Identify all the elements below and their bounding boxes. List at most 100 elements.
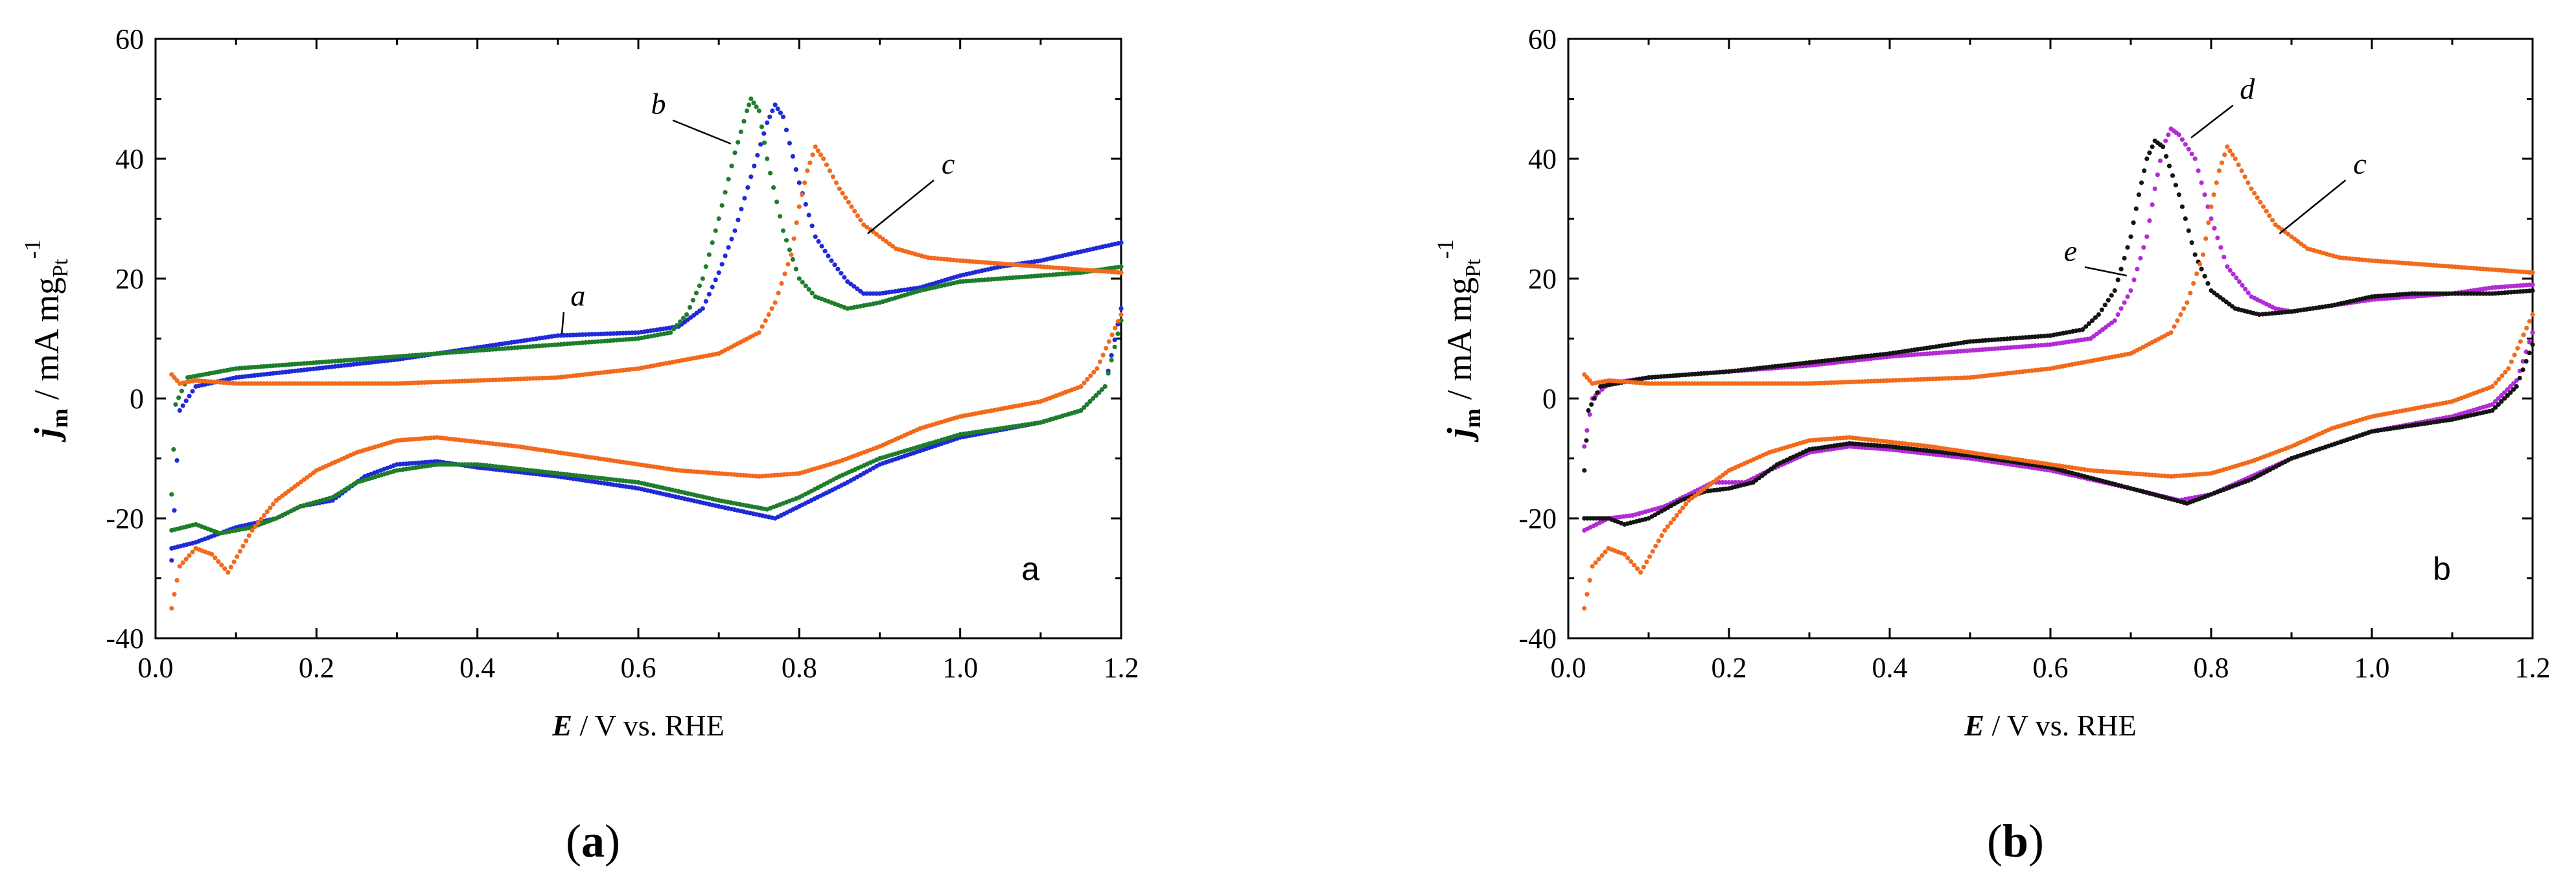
data-point: [751, 100, 756, 106]
data-point: [2189, 240, 2194, 246]
data-point: [2150, 144, 2155, 150]
data-point: [2186, 228, 2191, 233]
data-point: [732, 228, 737, 233]
data-point: [868, 291, 873, 296]
data-point: [748, 174, 754, 179]
data-point: [2227, 148, 2233, 154]
data-point: [752, 163, 757, 168]
data-point: [2240, 283, 2245, 288]
data-point: [1119, 270, 1124, 275]
data-point: [1599, 553, 1605, 559]
chart-panel-b: 0.0 0.2 0.4 0.6 0.8 1.0 1.2 -40 -20 0 20 40 60 E / V …: [1432, 23, 2551, 867]
data-point: [874, 231, 879, 237]
data-point: [770, 108, 775, 113]
data-point: [2243, 286, 2248, 292]
data-point: [713, 228, 718, 233]
data-point: [1662, 527, 1667, 533]
data-point: [183, 557, 189, 562]
data-point: [684, 312, 690, 318]
data-point: [2527, 319, 2532, 324]
data-point: [2196, 168, 2201, 174]
data-point: [855, 286, 860, 292]
data-point: [177, 408, 182, 413]
data-point: [2139, 180, 2144, 185]
data-point: [2179, 137, 2185, 142]
caption-close: ): [605, 815, 620, 867]
data-point: [2514, 384, 2519, 389]
curve-label-c: c: [942, 147, 955, 180]
y-tick-label: 20: [1528, 263, 1557, 295]
data-point: [187, 393, 192, 398]
caption-close: ): [2028, 815, 2044, 867]
data-point: [1582, 444, 1587, 449]
data-point: [765, 156, 770, 161]
y-axis-unit: / mA mg: [1440, 277, 1479, 409]
data-point: [190, 549, 195, 555]
data-point: [855, 213, 860, 218]
data-point: [1603, 549, 1608, 555]
data-point: [2302, 244, 2307, 249]
data-point: [273, 498, 279, 503]
data-point: [774, 200, 780, 205]
data-point: [268, 505, 273, 511]
data-point: [172, 508, 177, 513]
data-point: [723, 253, 728, 259]
data-point: [2181, 306, 2187, 311]
data-point: [2205, 281, 2210, 286]
data-point: [173, 402, 178, 407]
data-point: [2493, 399, 2498, 404]
y-tick-label: 40: [115, 143, 144, 175]
data-point: [1087, 399, 1093, 404]
data-point: [2252, 190, 2257, 196]
data-point: [1653, 544, 1658, 549]
data-point: [2511, 387, 2516, 392]
data-point: [883, 239, 888, 244]
data-point: [1674, 513, 1679, 518]
data-point: [2125, 294, 2130, 299]
data-point: [2096, 312, 2101, 318]
data-point: [1582, 516, 1587, 521]
data-point: [2161, 144, 2166, 150]
data-point: [1582, 372, 1587, 377]
data-point: [2249, 186, 2254, 191]
data-point: [680, 316, 686, 321]
data-point: [729, 237, 734, 242]
data-point: [1104, 345, 1109, 351]
data-point: [2205, 204, 2210, 209]
data-point: [2147, 150, 2152, 156]
data-point: [783, 238, 789, 243]
data-point: [785, 262, 791, 267]
y-tick-label: -40: [106, 623, 144, 654]
x-tick-label: 1.0: [2354, 652, 2390, 684]
data-point: [190, 389, 195, 394]
data-point: [2521, 332, 2526, 338]
data-point: [2175, 318, 2180, 323]
data-point: [742, 196, 747, 201]
data-point: [845, 279, 850, 284]
data-point: [2209, 216, 2214, 222]
curve-label-leader: [561, 312, 565, 334]
data-point: [2131, 277, 2137, 283]
data-point: [1113, 325, 1118, 330]
y-tick-label: -20: [106, 503, 144, 535]
data-point: [2118, 306, 2124, 311]
data-point: [760, 324, 765, 329]
data-point: [2222, 255, 2227, 260]
data-point: [2157, 158, 2163, 163]
data-point: [809, 224, 815, 229]
data-point: [1656, 538, 1662, 544]
data-point: [2506, 366, 2511, 371]
data-point: [187, 553, 192, 559]
data-point: [2192, 156, 2198, 161]
data-point: [2198, 262, 2203, 267]
data-point: [2164, 154, 2169, 159]
data-point: [754, 104, 759, 110]
y-tick-label: -20: [1518, 503, 1557, 535]
data-point: [174, 578, 180, 583]
data-point: [2518, 339, 2523, 344]
data-point: [780, 114, 786, 119]
data-point: [668, 330, 673, 335]
data-point: [2209, 204, 2214, 209]
data-point: [2496, 402, 2501, 407]
data-point: [2530, 342, 2535, 347]
